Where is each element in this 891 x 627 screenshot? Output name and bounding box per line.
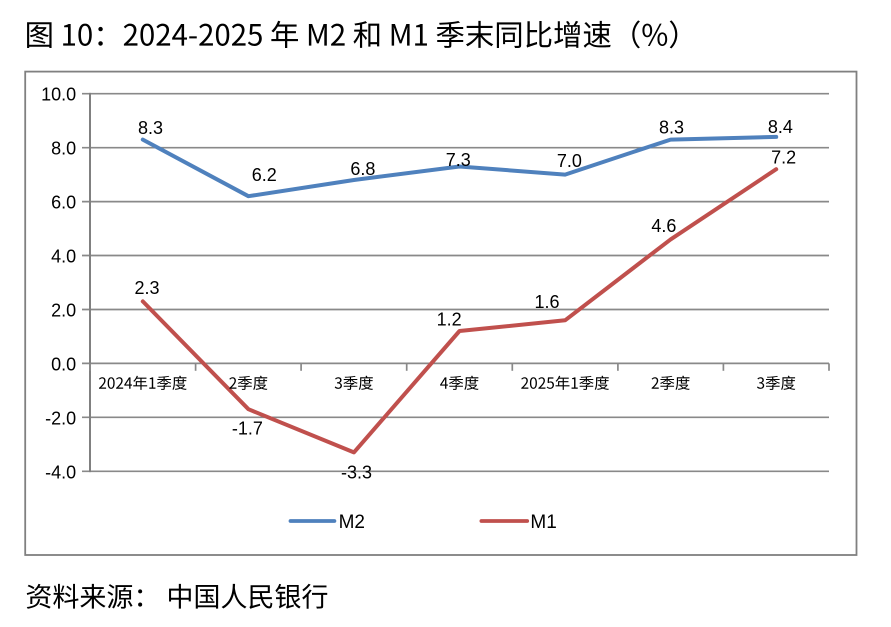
svg-text:-1.7: -1.7 (232, 418, 263, 438)
svg-text:2.0: 2.0 (51, 301, 76, 321)
svg-text:7.3: 7.3 (446, 150, 471, 170)
svg-text:6.8: 6.8 (350, 159, 375, 179)
svg-text:7.0: 7.0 (557, 151, 582, 171)
svg-text:1.6: 1.6 (534, 292, 559, 312)
svg-text:-4.0: -4.0 (45, 462, 76, 482)
svg-text:0.0: 0.0 (51, 354, 76, 374)
svg-text:M1: M1 (530, 512, 556, 533)
svg-text:4.6: 4.6 (651, 216, 676, 236)
svg-text:6.0: 6.0 (51, 193, 76, 213)
svg-text:M2: M2 (339, 512, 365, 533)
svg-text:2.3: 2.3 (134, 278, 159, 298)
svg-text:1.2: 1.2 (437, 309, 462, 329)
svg-text:8.3: 8.3 (138, 118, 163, 138)
svg-text:4.0: 4.0 (51, 247, 76, 267)
svg-text:-3.3: -3.3 (341, 463, 372, 483)
svg-text:8.4: 8.4 (768, 117, 793, 137)
svg-text:8.0: 8.0 (51, 139, 76, 159)
svg-text:8.3: 8.3 (659, 118, 684, 138)
svg-text:7.2: 7.2 (771, 147, 796, 167)
svg-text:6.2: 6.2 (252, 165, 277, 185)
svg-text:10.0: 10.0 (41, 85, 76, 105)
svg-text:-2.0: -2.0 (45, 408, 76, 428)
